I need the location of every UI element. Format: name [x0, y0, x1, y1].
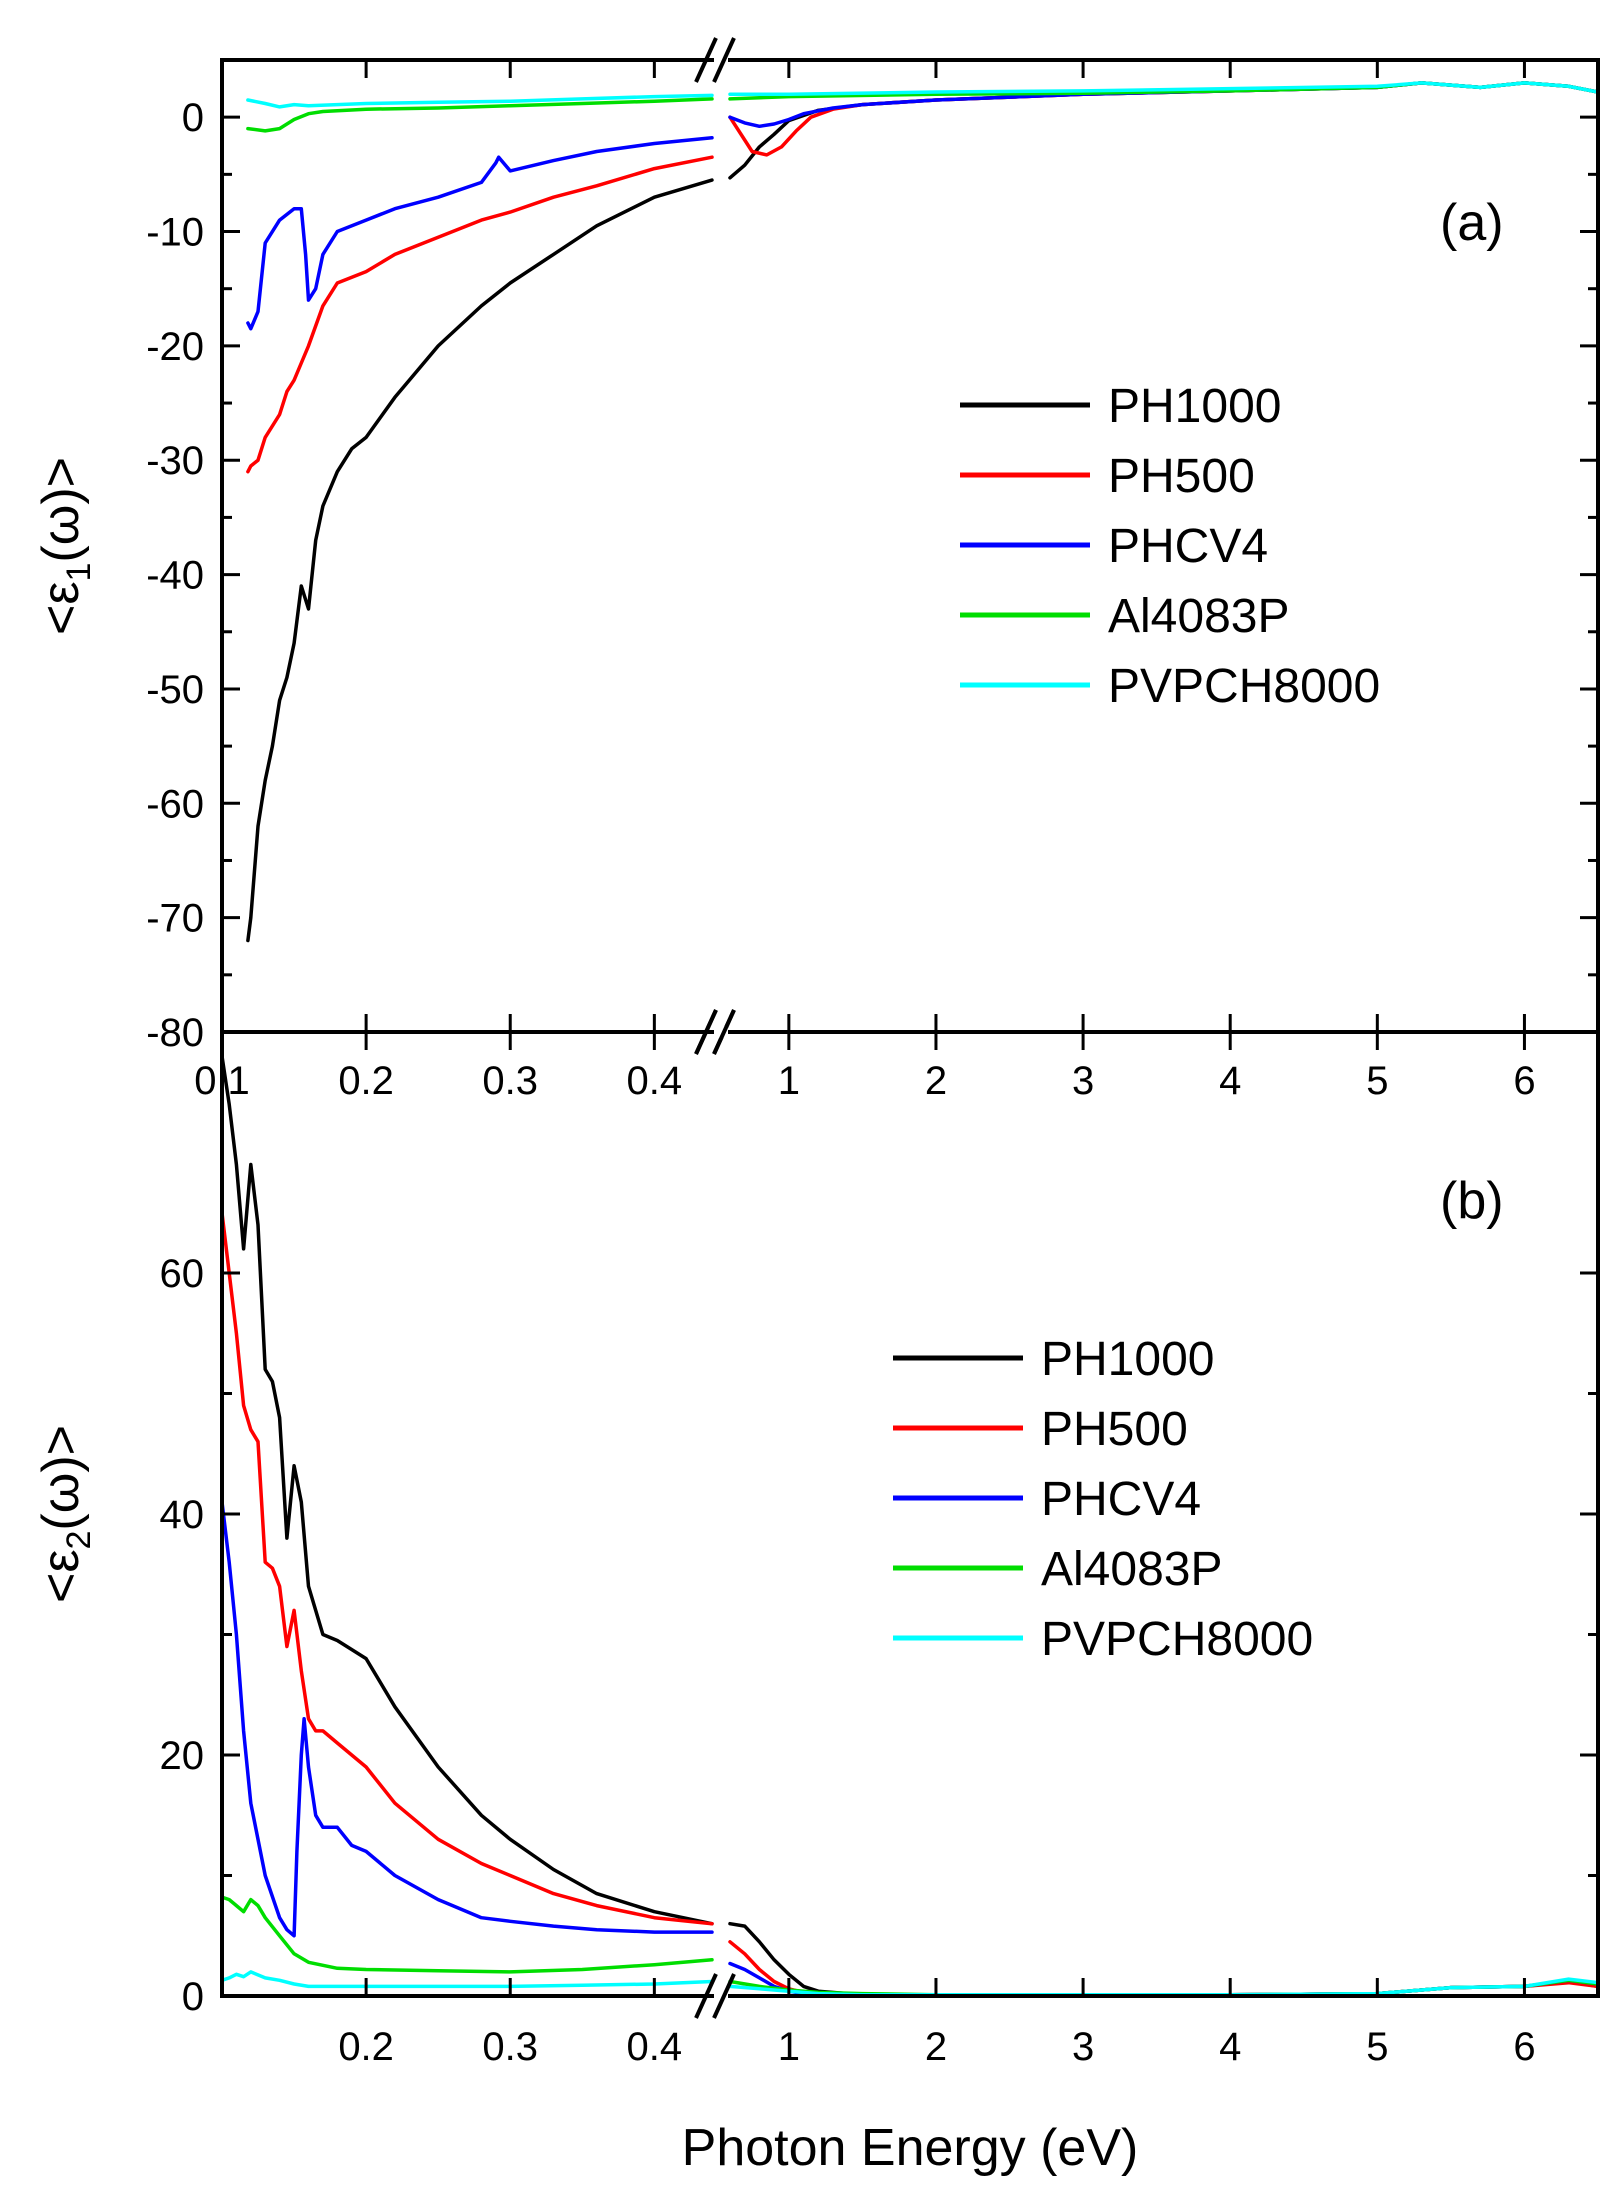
series-line-ph500-left [246, 155, 714, 474]
series-line-ph1000-left [246, 178, 714, 943]
x-tick-label: 3 [1072, 1059, 1094, 1103]
series-line-ph1000-left [222, 1054, 714, 1926]
legend-label-phcv4: PHCV4 [1108, 520, 1268, 573]
x-tick-label: 1 [778, 1059, 800, 1103]
axis-break-mark [694, 1009, 718, 1055]
x-tick-label: 5 [1366, 1059, 1388, 1103]
x-axis-title: Photon Energy (eV) [682, 2119, 1139, 2177]
x-tick-label: 0.2 [338, 2025, 394, 2069]
x-tick-label: 0.4 [627, 1059, 683, 1103]
x-tick-label: 2 [925, 2025, 947, 2069]
y-tick-label: -50 [146, 668, 204, 712]
legend-label-al4083p: Al4083P [1108, 590, 1289, 643]
series-line-phcv4-left [222, 1500, 714, 1938]
y-tick-label: 60 [160, 1252, 205, 1296]
legend-label-pvpch8000: PVPCH8000 [1041, 1613, 1313, 1666]
legend-label-al4083p: Al4083P [1041, 1543, 1222, 1596]
series-line-al4083p-left [222, 1895, 714, 1974]
series-line-ph1000-right [728, 1921, 1598, 1996]
series-line-al4083p-left [246, 97, 714, 133]
panel-a: 0-10-20-30-40-50-60-70-800.1 0.2 0.3 0.4 1 2 3… [32, 37, 1600, 1103]
legend: PH1000 PH500 PHCV4 Al4083P PVPCH8000 [893, 1333, 1313, 1666]
legend: PH1000 PH500 PHCV4 Al4083P PVPCH8000 [960, 380, 1380, 713]
x-tick-label: 5 [1366, 2025, 1388, 2069]
y-tick-label: 20 [160, 1734, 205, 1778]
axis-break-mark [712, 1009, 736, 1055]
y-tick-label: 0 [182, 1975, 204, 2019]
series-line-pvpch8000-left [246, 93, 714, 109]
y-tick-label: -60 [146, 782, 204, 826]
plot-frame [220, 1030, 1600, 1998]
panel-label: (b) [1440, 1172, 1504, 1230]
legend-label-ph1000: PH1000 [1108, 380, 1281, 433]
y-tick-label: -30 [146, 439, 204, 483]
plot-frame [220, 58, 1600, 1034]
y-tick-label: -40 [146, 554, 204, 598]
y-axis-title: <ε1(ω)> [32, 457, 98, 635]
y-tick-label: 40 [160, 1493, 205, 1537]
legend-label-phcv4: PHCV4 [1041, 1473, 1201, 1526]
series-line-phcv4-left [246, 136, 714, 331]
series-line-ph500-left [222, 1211, 714, 1926]
y-tick-label: -10 [146, 211, 204, 255]
x-tick-label: 6 [1513, 1059, 1535, 1103]
series-line-pvpch8000-right [728, 81, 1598, 97]
plot-area [222, 1054, 1598, 1996]
x-tick-label: 0.3 [482, 1059, 538, 1103]
plot-area [246, 81, 1598, 943]
legend-label-ph500: PH500 [1108, 450, 1255, 503]
legend-label-ph1000: PH1000 [1041, 1333, 1214, 1386]
legend-label-ph500: PH500 [1041, 1403, 1188, 1456]
legend-label-pvpch8000: PVPCH8000 [1108, 660, 1380, 713]
axis-break-mark [694, 1973, 718, 2019]
y-tick-label: 0 [182, 96, 204, 140]
x-tick-label: 4 [1219, 2025, 1241, 2069]
x-tick-label: 0.2 [338, 1059, 394, 1103]
axis-break-mark [712, 1973, 736, 2019]
axis-break-mark [712, 37, 736, 83]
y-axis-title: <ε2(ω)> [32, 1425, 98, 1603]
x-tick-label: 1 [778, 2025, 800, 2069]
x-tick-label: 3 [1072, 2025, 1094, 2069]
y-tick-label: -70 [146, 897, 204, 941]
x-tick-label: 0.4 [627, 2025, 683, 2069]
series-line-pvpch8000-left [222, 1970, 714, 1989]
series-line-phcv4-right [728, 1961, 1598, 1996]
x-tick-label: 6 [1513, 2025, 1535, 2069]
y-tick-label: -80 [146, 1011, 204, 1055]
x-tick-label: 4 [1219, 1059, 1241, 1103]
y-tick-label: -20 [146, 325, 204, 369]
panel-label: (a) [1440, 194, 1504, 252]
x-tick-label: 2 [925, 1059, 947, 1103]
axis-break-mark [694, 37, 718, 83]
x-tick-label: 0.3 [482, 2025, 538, 2069]
